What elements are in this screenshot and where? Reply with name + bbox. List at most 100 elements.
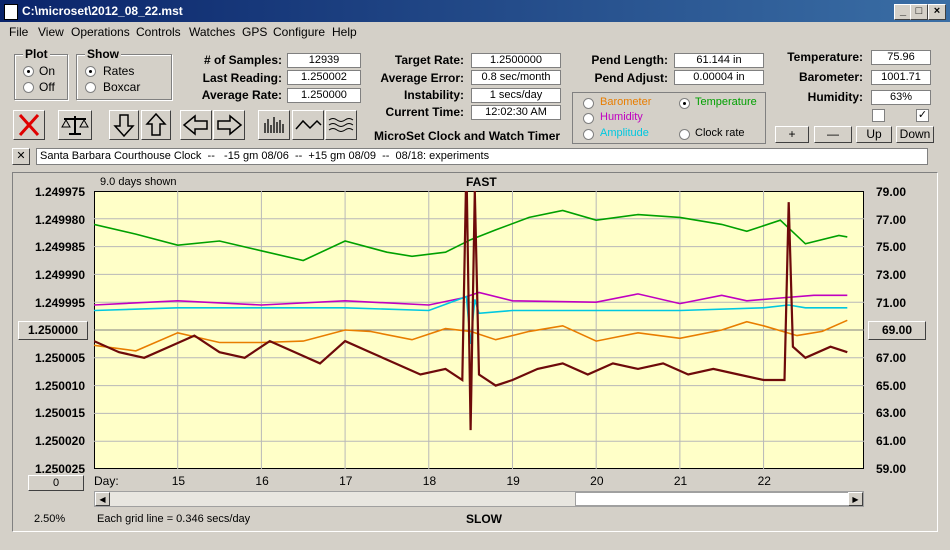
current-time-label: Current Time: [385,105,464,119]
scroll-right-button[interactable]: ▶ [848,492,863,506]
left-tick-label: 1.249985 [34,240,85,254]
up-button[interactable]: Up [856,126,892,143]
arrow-down-icon [113,114,135,138]
minus-button[interactable]: — [814,126,852,143]
up-arrow-button[interactable] [141,110,171,140]
x-tick-label: 15 [171,474,186,488]
barometer-label: Barometer: [798,70,863,84]
show-rates-label: Rates [103,64,135,78]
menu-bar: File View Operations Controls Watches GP… [0,22,950,42]
instability-field: 1 secs/day [471,88,561,103]
zoom-level: 2.50% [34,513,66,525]
left-tick-label: 1.250020 [34,434,85,448]
overlay-amplitude-label: Amplitude [600,127,649,139]
right-tick-label: 67.00 [876,351,907,365]
multi-wave-button[interactable] [325,110,357,140]
wave-button[interactable] [292,110,324,140]
left-tick-label: 1.250015 [34,406,85,420]
overlay-temperature-radio[interactable] [679,98,690,109]
average-error-label: Average Error: [380,71,464,85]
overlay-humidity-radio[interactable] [583,113,594,124]
humidity-field: 63% [871,90,931,105]
menu-gps[interactable]: GPS [242,25,268,39]
x-tick-label: 17 [339,474,353,488]
x-tick-label: 19 [506,474,520,488]
humidity-checkbox-2[interactable]: ✓ [916,109,929,122]
plus-button[interactable]: + [775,126,809,143]
menu-help[interactable]: Help [332,25,357,39]
menu-configure[interactable]: Configure [273,25,326,39]
humidity-checkbox-1[interactable] [872,109,885,122]
plot-off-radio[interactable] [23,82,34,93]
left-tick-label: 1.249990 [34,268,85,282]
x-tick-label: 16 [255,474,269,488]
right-tick-label: 59.00 [876,462,907,476]
average-rate-label: Average Rate: [201,88,282,102]
overlay-barometer-radio[interactable] [583,98,594,109]
left-tick-label: 1.249980 [34,213,85,227]
center-overlay-button[interactable]: 69.00 [868,321,926,340]
right-tick-label: 65.00 [876,379,907,393]
overlay-temperature-label: Temperature [695,96,757,108]
left-tick-label: 1.250005 [34,351,85,365]
show-group-title: Show [85,47,121,61]
down-button[interactable]: Down [896,126,934,143]
target-rate-label: Target Rate: [394,53,464,67]
maximize-button[interactable]: □ [910,4,928,20]
target-rate-field[interactable]: 1.2500000 [471,53,561,68]
multi-wave-icon [328,118,354,132]
menu-watches[interactable]: Watches [189,25,236,39]
last-reading-label: Last Reading: [202,71,282,85]
menu-view[interactable]: View [38,25,64,39]
show-rates-radio[interactable] [85,66,96,77]
menu-controls[interactable]: Controls [136,25,181,39]
x-tick-label: 20 [590,474,604,488]
right-arrow-button[interactable] [213,110,245,140]
close-window-button[interactable]: × [928,4,946,20]
plot-off-label: Off [39,80,55,94]
instability-label: Instability: [403,88,464,102]
arrow-up-icon [145,112,167,136]
balance-button[interactable] [58,110,92,140]
menu-operations[interactable]: Operations [71,25,130,39]
menu-file[interactable]: File [9,25,29,39]
right-tick-label: 71.00 [876,296,907,310]
arrow-left-icon [182,114,208,136]
offset-button[interactable]: 0 [28,475,84,491]
clear-comment-button[interactable]: ✕ [12,148,30,165]
show-boxcar-radio[interactable] [85,82,96,93]
down-arrow-button[interactable] [109,110,139,140]
pend-adjust-field: 0.00004 in [674,70,764,85]
current-time-field: 12:02:30 AM [471,105,561,120]
comment-field[interactable]: Santa Barbara Courthouse Clock -- -15 gm… [36,148,928,165]
overlay-barometer-label: Barometer [600,96,652,108]
pend-adjust-label: Pend Adjust: [594,71,668,85]
pend-length-field[interactable]: 61.144 in [674,53,764,68]
title-bar: C:\microset\2012_08_22.mst _ □ × [0,0,950,22]
x-tick-label: 18 [422,474,437,488]
overlay-amplitude-radio[interactable] [583,129,594,140]
samples-field: 12939 [287,53,361,68]
temperature-label: Temperature: [787,50,863,64]
show-boxcar-label: Boxcar [103,80,141,94]
stop-button[interactable] [13,110,45,140]
center-rate-button[interactable]: 1.250000 [18,321,88,340]
overlay-clock-rate-label: Clock rate [695,127,745,139]
samples-label: # of Samples: [203,53,282,67]
grid-note: Each grid line = 0.346 secs/day [97,513,251,525]
plot-group-title: Plot [23,47,50,61]
overlay-clock-rate-radio[interactable] [679,129,690,140]
left-arrow-button[interactable] [180,110,212,140]
rate-chart [94,191,864,469]
scroll-thumb[interactable] [575,492,849,506]
window-title: C:\microset\2012_08_22.mst [22,4,183,18]
scroll-left-button[interactable]: ◀ [95,492,110,506]
bar-graph-button[interactable] [258,110,290,140]
red-x-icon [18,113,40,137]
plot-on-radio[interactable] [23,66,34,77]
humidity-label: Humidity: [807,90,863,104]
right-tick-label: 75.00 [876,240,907,254]
app-name: MicroSet Clock and Watch Timer [374,129,561,143]
arrow-right-icon [217,114,243,136]
horizontal-scrollbar[interactable]: ◀ ▶ [94,491,864,507]
